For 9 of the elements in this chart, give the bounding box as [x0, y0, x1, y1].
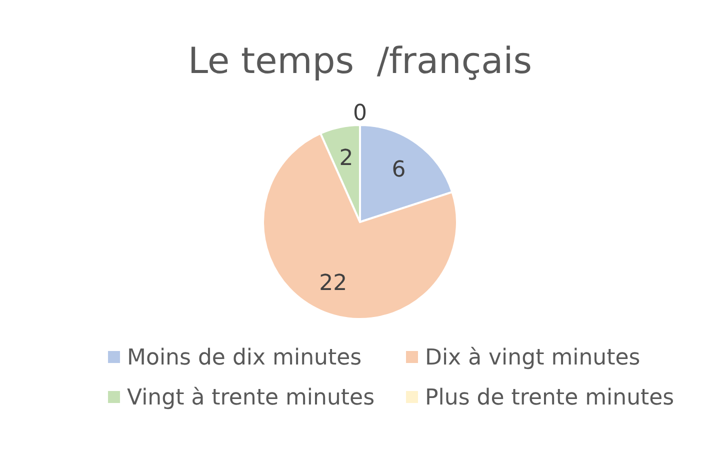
data-label: 22 [319, 270, 348, 296]
legend-label: Moins de dix minutes [127, 346, 362, 371]
text: 0 [353, 101, 367, 126]
legend-label: Vingt à trente minutes [127, 386, 375, 411]
legend-label: Dix à vingt minutes [425, 346, 640, 371]
chart-title: Le temps /français [188, 41, 532, 82]
data-label: 6 [392, 157, 406, 182]
data-label: 2 [339, 146, 354, 172]
legend-label: Plus de trente minutes [425, 386, 674, 411]
